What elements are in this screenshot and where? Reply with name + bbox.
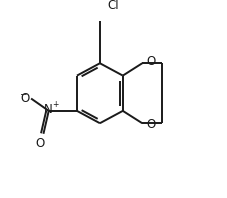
Text: Cl: Cl [106,0,118,11]
Text: N: N [44,104,53,116]
Text: O: O [35,137,44,150]
Text: O: O [146,55,155,68]
Text: O: O [20,92,29,105]
Text: O: O [146,118,155,131]
Text: −: − [19,90,27,99]
Text: +: + [52,100,58,109]
